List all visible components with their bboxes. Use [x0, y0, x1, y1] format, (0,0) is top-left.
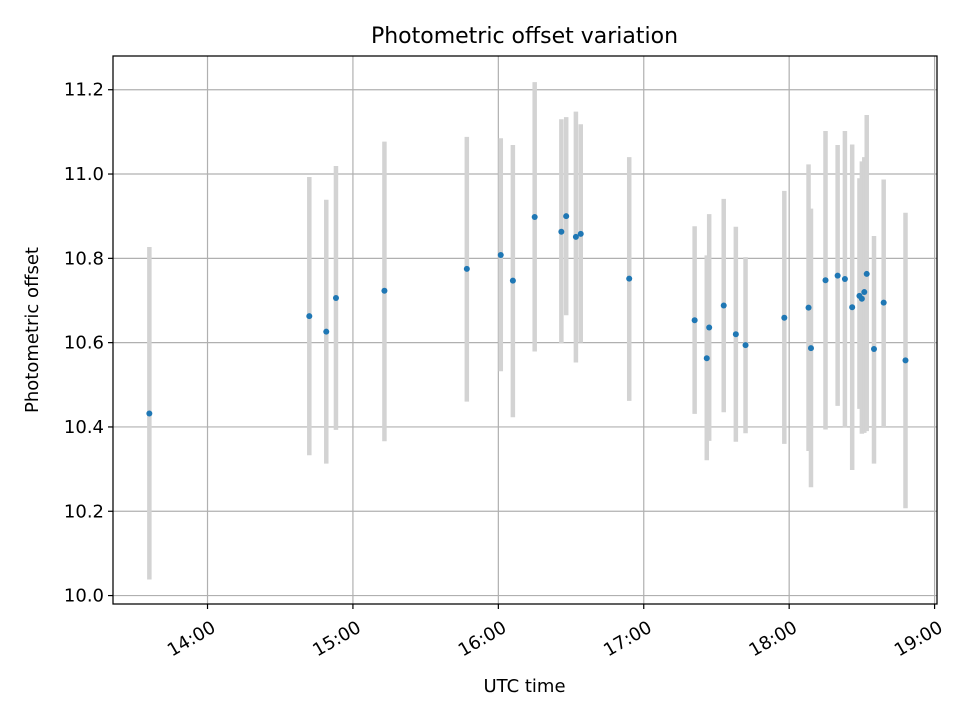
- data-point: [703, 355, 710, 362]
- y-tick-label: 10.6: [64, 333, 104, 354]
- data-point: [742, 342, 749, 349]
- data-point: [822, 277, 829, 284]
- data-point: [841, 275, 848, 282]
- y-tick-label: 10.4: [64, 417, 104, 438]
- y-tick-label: 11.2: [64, 80, 104, 101]
- data-point: [381, 287, 388, 294]
- data-point: [572, 233, 579, 240]
- data-point: [497, 251, 504, 258]
- data-point: [558, 228, 565, 235]
- chart-title: Photometric offset variation: [371, 24, 678, 49]
- y-tick-label: 10.8: [64, 248, 104, 269]
- axes-frame: [112, 55, 938, 605]
- data-point: [720, 302, 727, 309]
- data-point: [626, 275, 633, 282]
- data-point: [805, 304, 812, 311]
- data-point: [849, 304, 856, 311]
- y-axis-label: Photometric offset: [22, 247, 43, 413]
- data-point: [807, 345, 814, 352]
- y-tick-label: 10.0: [64, 586, 104, 607]
- y-tick-label: 10.2: [64, 501, 104, 522]
- data-points: [146, 213, 909, 417]
- data-point: [146, 410, 153, 417]
- data-point: [509, 277, 516, 284]
- data-point: [706, 324, 713, 331]
- x-axis-label: UTC time: [483, 676, 565, 697]
- grid: [113, 56, 937, 604]
- data-point: [732, 331, 739, 338]
- data-point: [577, 230, 584, 237]
- data-point: [861, 289, 868, 296]
- y-tick-label: 11.0: [64, 164, 104, 185]
- data-point: [858, 295, 865, 302]
- data-point: [531, 214, 538, 221]
- data-point: [880, 299, 887, 306]
- data-point: [902, 357, 909, 364]
- y-axis-ticks: 10.0 10.2 10.4 10.6 10.8 11.0 11.2: [64, 80, 113, 607]
- data-point: [781, 314, 788, 321]
- data-point: [463, 265, 470, 272]
- data-point: [863, 270, 870, 277]
- data-point: [332, 294, 339, 301]
- data-point: [323, 328, 330, 335]
- data-point: [306, 313, 313, 320]
- data-point: [691, 317, 698, 324]
- data-point: [870, 345, 877, 352]
- data-point: [834, 272, 841, 279]
- data-point: [563, 213, 570, 220]
